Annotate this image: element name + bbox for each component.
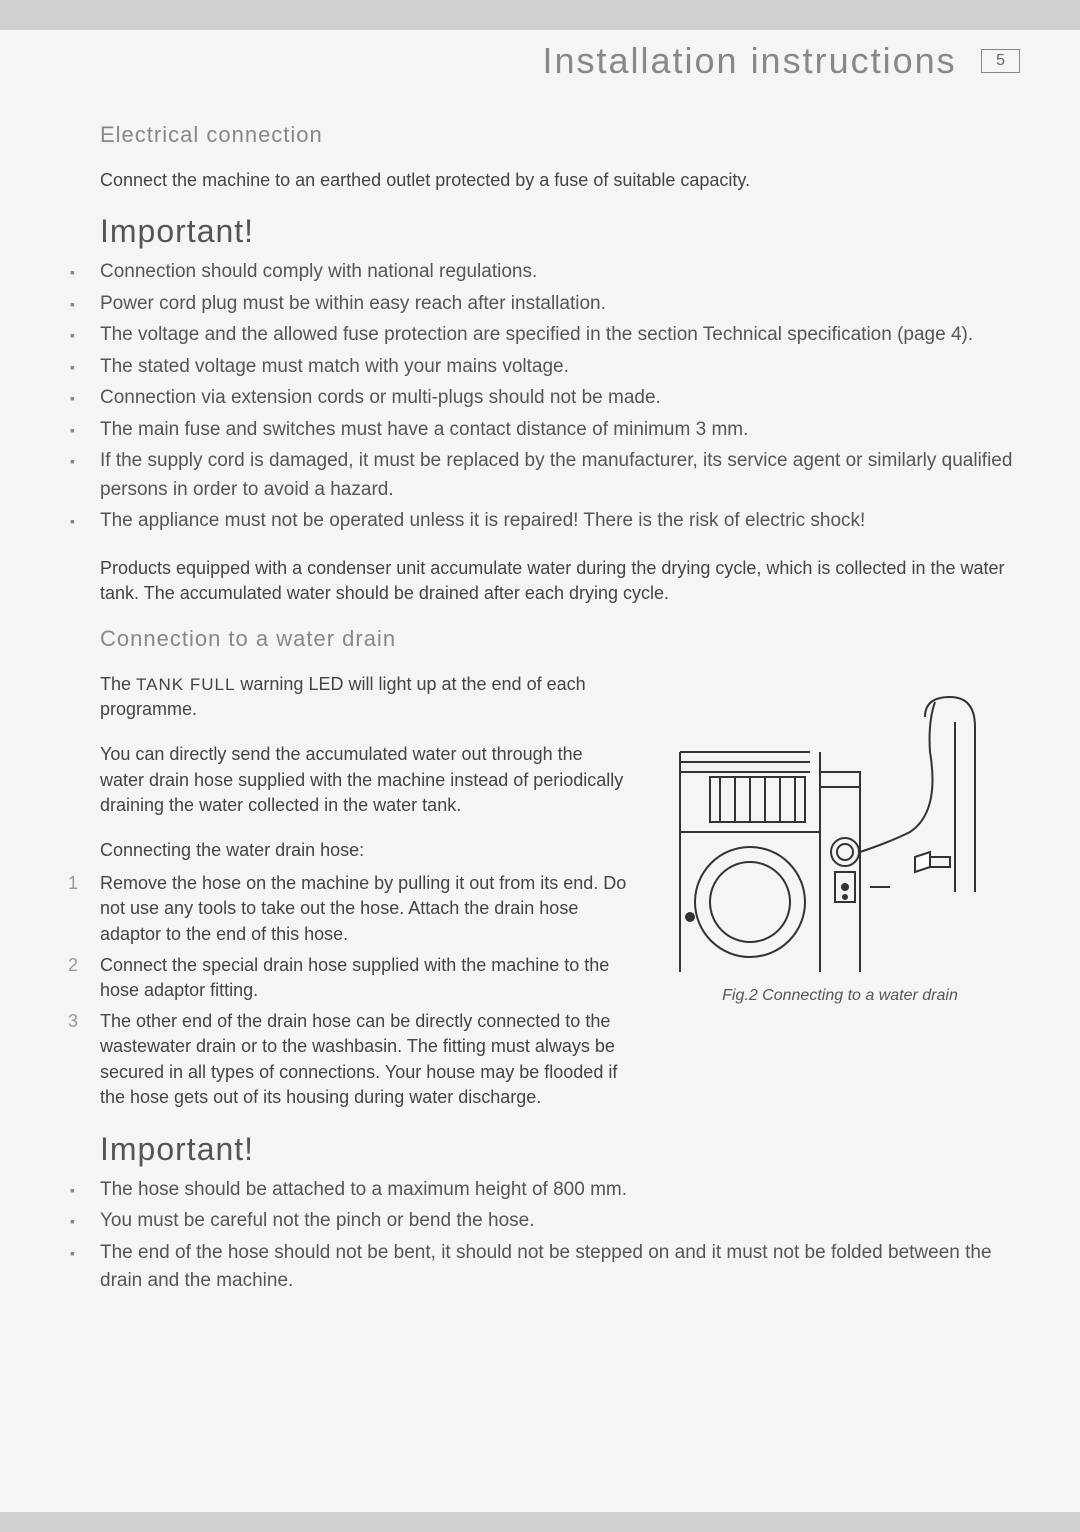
drain-para3: Connecting the water drain hose: (100, 838, 630, 863)
list-item: The end of the hose should not be bent, … (60, 1239, 1020, 1296)
step-item: Connect the special drain hose supplied … (60, 953, 630, 1003)
list-item: Connection should comply with national r… (60, 258, 1020, 287)
important1-list: Connection should comply with national r… (60, 258, 1020, 536)
top-bar (0, 0, 1080, 30)
drain-para1: The TANK FULL warning LED will light up … (100, 672, 630, 722)
figure-caption: Fig.2 Connecting to a water drain (660, 987, 1020, 1005)
list-item: Connection via extension cords or multi-… (60, 384, 1020, 413)
condenser-note: Products equipped with a condenser unit … (100, 556, 1020, 606)
para1-prefix: The (100, 674, 136, 694)
drain-heading: Connection to a water drain (100, 626, 1020, 652)
list-item: If the supply cord is damaged, it must b… (60, 447, 1020, 504)
drain-para2: You can directly send the accumulated wa… (100, 742, 630, 818)
step-item: Remove the hose on the machine by pullin… (60, 871, 630, 947)
electrical-heading: Electrical connection (100, 122, 1020, 148)
list-item: The hose should be attached to a maximum… (60, 1176, 1020, 1205)
bottom-bar (0, 1512, 1080, 1532)
list-item: The main fuse and switches must have a c… (60, 416, 1020, 445)
important2-heading: Important! (100, 1131, 1020, 1168)
tank-full-label: TANK FULL (136, 675, 235, 694)
list-item: You must be careful not the pinch or ben… (60, 1207, 1020, 1236)
page-title: Installation instructions (542, 40, 956, 82)
step-item: The other end of the drain hose can be d… (60, 1009, 630, 1110)
list-item: The appliance must not be operated unles… (60, 507, 1020, 536)
list-item: The stated voltage must match with your … (60, 353, 1020, 382)
page-number: 5 (981, 49, 1020, 73)
electrical-intro: Connect the machine to an earthed outlet… (100, 168, 1020, 193)
important1-heading: Important! (100, 213, 1020, 250)
list-item: The voltage and the allowed fuse protect… (60, 321, 1020, 350)
drain-two-col: The TANK FULL warning LED will light up … (60, 672, 1020, 1116)
list-item: Power cord plug must be within easy reac… (60, 290, 1020, 319)
drain-diagram (660, 692, 1000, 972)
drain-right-col: Fig.2 Connecting to a water drain (660, 672, 1020, 1005)
drain-steps: Remove the hose on the machine by pullin… (60, 871, 630, 1110)
drain-left-col: The TANK FULL warning LED will light up … (60, 672, 630, 1116)
page-header: Installation instructions 5 (60, 30, 1020, 102)
important2-list: The hose should be attached to a maximum… (60, 1176, 1020, 1296)
page-content: Installation instructions 5 Electrical c… (0, 30, 1080, 1296)
